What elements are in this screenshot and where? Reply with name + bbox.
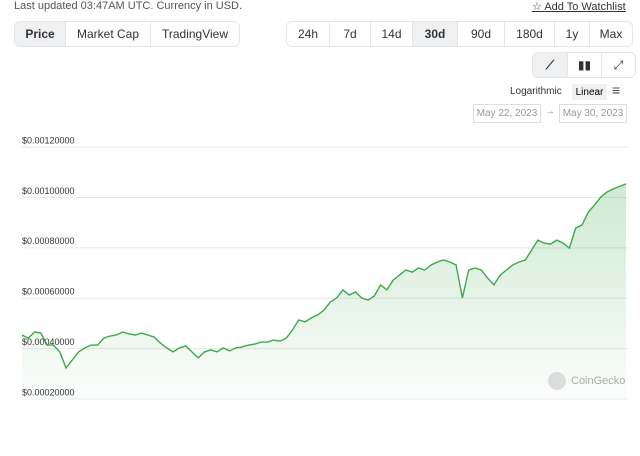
candle-mode[interactable]: ▮▮ [568,53,602,77]
menu[interactable]: ≡ [612,82,621,98]
range[interactable]: Max [599,27,623,41]
chart-mode-group: ⟋ ▮▮ ⤢ [532,52,636,78]
y-tick-label: $0.00120000 [22,135,75,145]
date-to[interactable]: May 30, 2023 [559,104,627,123]
range[interactable]: 1y [555,22,590,46]
price-line [21,183,627,370]
tab-group: Price Market Cap TradingView [14,21,240,47]
range[interactable]: 180d [505,22,555,46]
range[interactable]: 24h [287,22,330,46]
y-tick-label: $0.00080000 [22,236,75,246]
range[interactable]: 7d [330,22,371,46]
linear-toggle[interactable]: Linear [572,84,607,100]
range[interactable]: 14d [371,22,413,46]
y-tick-label: $0.00060000 [22,287,75,297]
tab[interactable]: Price [15,22,66,46]
fullscreen[interactable]: ⤢ [613,57,624,72]
range[interactable]: 30d [413,22,458,46]
range[interactable]: 90d [458,22,505,46]
watchlist-label[interactable]: Add To Watchlist [544,1,626,13]
watchlist[interactable]: ☆ Add To Watchlist [532,1,626,13]
log-toggle[interactable]: Logarithmic [510,86,562,97]
line-mode[interactable]: ⟋ [533,53,568,77]
y-tick-label: $0.00100000 [22,186,75,196]
updated-note: Last updated 03:47AM UTC. Currency in US… [14,0,243,12]
tab[interactable]: Market Cap [66,22,151,46]
date-from[interactable]: May 22, 2023 [473,104,541,123]
tab[interactable]: TradingView [161,27,229,41]
watermark: CoinGecko [571,375,625,387]
area [22,183,626,398]
arrow: → [545,106,555,117]
watermark-logo [548,372,566,390]
y-tick-label: $0.00040000 [22,337,75,347]
range-group: 24h 7d 14d 30d 90d 180d 1y Max [286,21,633,47]
